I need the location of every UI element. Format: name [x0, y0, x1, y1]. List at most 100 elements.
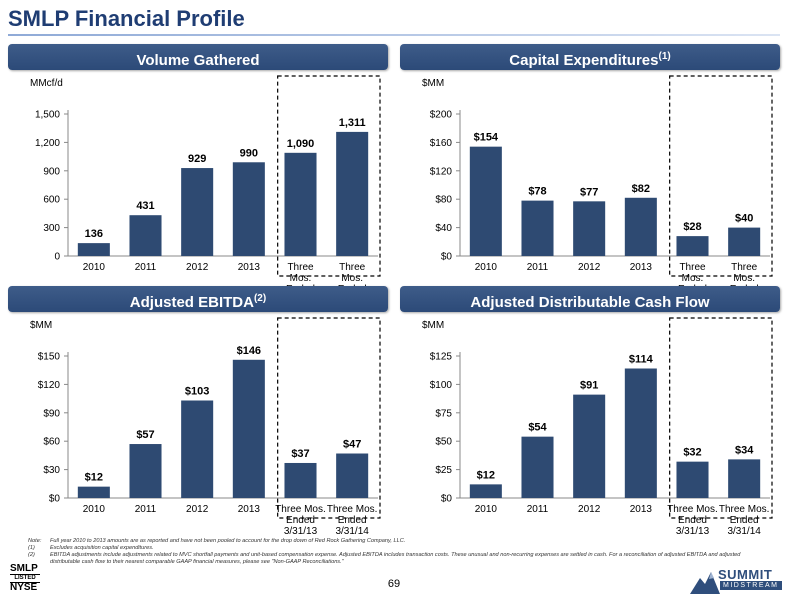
- y-tick-label: 600: [43, 195, 60, 206]
- footnote-text: Full year 2010 to 2013 amounts are as re…: [50, 538, 406, 544]
- x-tick-label: 2011: [527, 504, 549, 515]
- y-tick-label: 1,500: [35, 110, 60, 121]
- y-unit-label: $MM: [30, 320, 53, 331]
- highlight-box: [669, 317, 773, 519]
- y-tick-label: $100: [430, 380, 453, 391]
- y-tick-label: $50: [435, 437, 452, 448]
- y-tick-label: 0: [54, 252, 60, 263]
- data-label: $37: [291, 448, 309, 460]
- bar: [469, 484, 502, 498]
- capital-expenditures-chart: $0 $40 $80 $120 $160 $200 $154 2010 $78 2011 $77 20…: [430, 75, 773, 304]
- panel-title-footnote: (2): [253, 293, 267, 304]
- x-tick-label: 2010: [475, 262, 498, 273]
- y-tick-label: $80: [435, 195, 452, 206]
- page-number: 69: [387, 578, 401, 590]
- x-tick-label: 2012: [186, 504, 209, 515]
- y-tick-label: $25: [435, 465, 452, 476]
- data-label: $154: [474, 132, 499, 144]
- bar: [624, 197, 657, 256]
- y-tick-label: $30: [43, 465, 60, 476]
- highlight-box: [277, 75, 381, 277]
- x-tick-label: 2011: [527, 262, 549, 273]
- x-tick-label: Ended: [678, 515, 707, 526]
- mountain-icon: [690, 572, 720, 594]
- x-tick-label: 2013: [630, 262, 653, 273]
- panel-title: Volume Gathered: [136, 52, 260, 69]
- x-tick-label: Mos.: [682, 273, 704, 284]
- logo-listed: LISTED: [10, 574, 40, 583]
- y-unit-label: MMcf/d: [30, 78, 63, 89]
- footnote-1: (1) Excludes acquisition capital expendit…: [28, 545, 768, 552]
- x-tick-label: 3/31/14: [727, 526, 761, 537]
- footnote-key: (1): [28, 545, 35, 551]
- x-tick-label: 2012: [578, 504, 601, 515]
- y-tick-label: $40: [435, 223, 452, 234]
- adjusted-ebitda-panel: Adjusted EBITDA(2) $MM $0 $30 $60 $90 $120 $1…: [8, 286, 388, 537]
- y-tick-label: $60: [43, 437, 60, 448]
- data-label: $103: [185, 385, 209, 397]
- x-tick-label: Ended: [730, 515, 759, 526]
- data-label: 1,090: [287, 138, 315, 150]
- highlight-box: [277, 317, 381, 519]
- y-unit-label: $MM: [422, 78, 445, 89]
- data-label: 929: [188, 153, 206, 165]
- data-label: $77: [580, 186, 598, 198]
- footnote-text: Excludes acquisition capital expenditure…: [50, 545, 154, 551]
- x-tick-label: 3/31/13: [284, 526, 318, 537]
- data-label: $28: [683, 221, 701, 233]
- volume-gathered-chart: 0 300 600 900 1,200 1,500 136 2010 431 2011 929 201…: [35, 75, 381, 304]
- page-title: SMLP Financial Profile: [8, 6, 245, 31]
- capital-expenditures-panel: Capital Expenditures(1) $MM $0 $40 $80 $120…: [400, 44, 780, 304]
- x-tick-label: 2010: [83, 504, 106, 515]
- data-label: $32: [683, 447, 701, 459]
- data-label: $57: [136, 429, 154, 441]
- y-tick-label: $160: [430, 138, 453, 149]
- bar: [521, 436, 554, 498]
- bar: [728, 227, 761, 256]
- panel-header: Capital Expenditures(1): [400, 44, 780, 70]
- x-tick-label: 3/31/13: [676, 526, 710, 537]
- bar: [573, 394, 606, 498]
- x-tick-label: Three Mos.: [719, 504, 770, 515]
- x-tick-label: 2011: [135, 504, 157, 515]
- x-tick-label: Three: [731, 262, 758, 273]
- bar: [77, 243, 110, 256]
- bar: [284, 152, 317, 256]
- data-label: 431: [136, 200, 154, 212]
- bar: [573, 201, 606, 256]
- y-tick-label: $125: [430, 352, 453, 363]
- bar: [181, 400, 214, 498]
- footnote-note: Note: Full year 2010 to 2013 amounts are …: [28, 538, 768, 545]
- title-divider: [8, 34, 780, 36]
- adjusted-dcf-panel: Adjusted Distributable Cash Flow $MM $0 $…: [400, 286, 780, 537]
- y-tick-label: $90: [43, 408, 60, 419]
- y-tick-label: 1,200: [35, 138, 60, 149]
- bar: [129, 444, 162, 498]
- bar: [521, 200, 554, 256]
- bar: [232, 359, 265, 498]
- data-label: $78: [528, 186, 546, 198]
- x-tick-label: Mos.: [290, 273, 312, 284]
- x-tick-label: Three: [287, 262, 314, 273]
- bar: [129, 215, 162, 256]
- bar: [336, 453, 369, 498]
- bar: [336, 131, 369, 256]
- footnote-text: EBITDA adjustments include adjustments r…: [50, 552, 741, 565]
- panel-header: Adjusted Distributable Cash Flow: [400, 286, 780, 312]
- bar: [284, 462, 317, 498]
- logo-wordmark: SUMMIT: [718, 567, 773, 582]
- x-tick-label: 2010: [475, 504, 498, 515]
- bar: [469, 146, 502, 256]
- y-tick-label: 300: [43, 223, 60, 234]
- footnotes: Note: Full year 2010 to 2013 amounts are …: [28, 538, 768, 566]
- data-label: $12: [85, 472, 103, 484]
- data-label: $54: [528, 422, 547, 434]
- panel-title: Adjusted EBITDA: [129, 294, 254, 311]
- data-label: $47: [343, 439, 361, 451]
- y-tick-label: 900: [43, 166, 60, 177]
- data-label: $34: [735, 444, 754, 456]
- nyse-listed-logo: SMLP LISTED NYSE: [10, 564, 46, 593]
- x-tick-label: 2013: [238, 504, 261, 515]
- x-tick-label: Three Mos.: [327, 504, 378, 515]
- x-tick-label: Three Mos.: [667, 504, 718, 515]
